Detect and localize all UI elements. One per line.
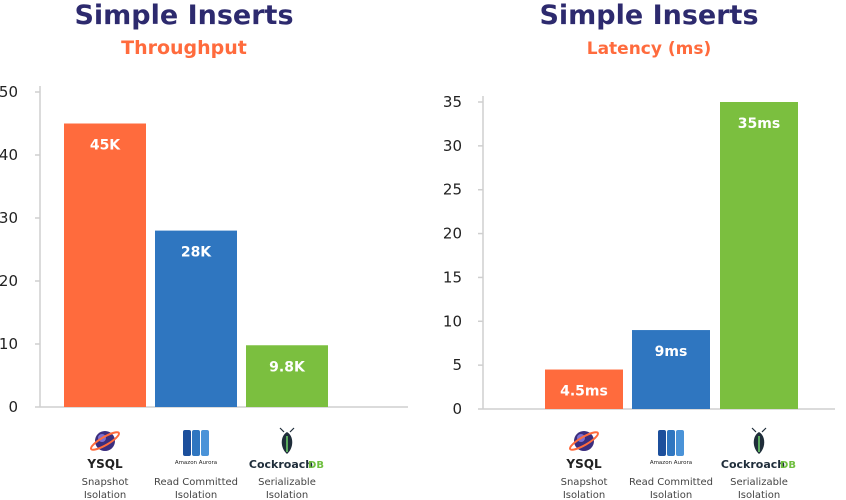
logo-text: DB	[308, 460, 324, 471]
caption-line2: Isolation	[650, 490, 692, 500]
y-tick-label: 40	[0, 146, 18, 164]
caption-line2: Isolation	[84, 490, 126, 500]
bar-data-label: 9ms	[655, 344, 688, 360]
y-tick-label: 50	[0, 83, 18, 101]
y-tick-label: 0	[8, 398, 18, 416]
bar-data-label: 9.8K	[269, 359, 306, 375]
bar	[720, 102, 798, 409]
system-logos: YSQL Snapshot Isolation Amazon Aurora Read C…	[82, 427, 796, 500]
logo-text: YSQL	[86, 457, 123, 471]
caption-line2: Isolation	[266, 490, 308, 500]
bar	[545, 369, 623, 409]
bar	[246, 345, 328, 407]
yugabyte-planet-icon: YSQL	[565, 431, 602, 471]
aurora-cylinder-icon: Amazon Aurora	[650, 430, 692, 466]
y-tick-label: 20	[0, 272, 18, 290]
logo-text: DB	[780, 460, 796, 471]
caption-line1: Snapshot	[561, 477, 608, 488]
y-tick-label: 10	[443, 312, 462, 330]
caption-line2: Isolation	[738, 490, 780, 500]
caption-line1: Serializable	[258, 477, 316, 488]
chart1-subtitle: Throughput	[121, 37, 247, 59]
caption-line2: Isolation	[563, 490, 605, 500]
y-tick-label: 5	[452, 356, 462, 374]
bar-data-label: 4.5ms	[560, 384, 608, 400]
y-tick-label: 20	[443, 225, 462, 243]
y-tick-label: 0	[452, 400, 462, 418]
caption-line2: Isolation	[175, 490, 217, 500]
logo-text: Amazon Aurora	[650, 460, 692, 466]
bar-data-label: 35ms	[738, 116, 780, 132]
y-tick-label: 30	[0, 209, 18, 227]
throughput-chart: 0 10 20 30 40 50 45K 28K 9.8K	[0, 83, 408, 416]
caption-line1: Serializable	[730, 477, 788, 488]
y-tick-label: 15	[443, 268, 462, 286]
y-tick-label: 30	[443, 137, 462, 155]
caption-line1: Read Committed	[154, 477, 238, 488]
logo-text: YSQL	[565, 457, 602, 471]
y-tick-label: 25	[443, 181, 462, 199]
aurora-cylinder-icon: Amazon Aurora	[175, 430, 217, 466]
y-tick-label: 35	[443, 93, 462, 111]
chart2-title: Simple Inserts	[539, 0, 758, 31]
bar	[155, 230, 237, 407]
caption-line1: Read Committed	[629, 477, 713, 488]
logo-text: Amazon Aurora	[175, 460, 217, 466]
bar	[64, 123, 146, 407]
bar-data-label: 28K	[181, 245, 212, 261]
latency-chart: 0 5 10 15 20 25 30 35 4.5ms 9ms 35ms	[443, 93, 835, 418]
chart1-title: Simple Inserts	[74, 0, 293, 31]
chart2-subtitle: Latency (ms)	[587, 39, 712, 59]
caption-line1: Snapshot	[82, 477, 129, 488]
bar-data-label: 45K	[90, 138, 121, 154]
bar	[632, 330, 710, 409]
y-tick-label: 10	[0, 335, 18, 353]
yugabyte-planet-icon: YSQL	[86, 431, 123, 471]
logo-text: Cockroach	[249, 458, 313, 471]
logo-text: Cockroach	[721, 458, 785, 471]
